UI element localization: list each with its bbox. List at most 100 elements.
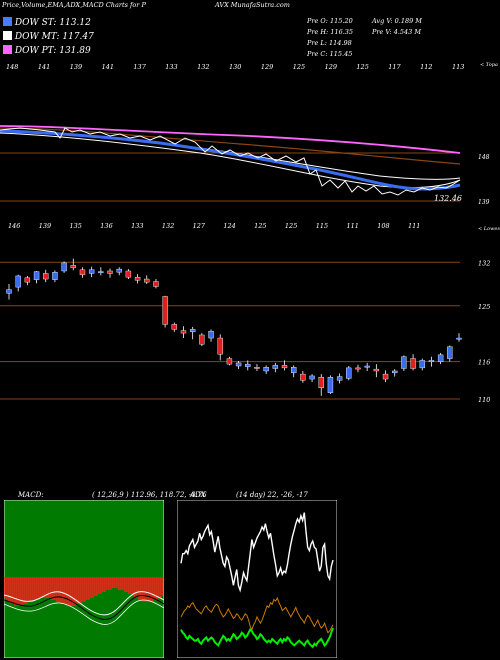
macd-hist-bar — [128, 578, 130, 594]
macd-hist-bar — [48, 578, 50, 598]
candle-body — [410, 358, 416, 369]
macd-hist-bar — [98, 578, 100, 594]
macd-hist-bar — [12, 578, 14, 604]
candle-body — [346, 367, 352, 379]
ema-price-mark: 132.46 — [434, 194, 462, 203]
ema-bottom-label: 136 — [100, 222, 112, 228]
candle-body — [134, 276, 141, 281]
candle-body — [153, 281, 159, 287]
ema-line-white-2 — [0, 132, 461, 189]
macd-hist-bar — [64, 578, 66, 604]
macd-hist-bar — [62, 578, 64, 604]
macd-hist-bar — [122, 578, 124, 590]
macd-hist-bar — [26, 578, 28, 604]
macd-hist-bar — [124, 578, 126, 592]
ema-price-line — [0, 127, 461, 196]
candle-body — [327, 376, 334, 393]
macd-hist-bar — [58, 578, 60, 602]
ema-panel: 148 141 139 141 137 133 132 130 129 125 129 125 117 1… — [0, 62, 498, 228]
macd-hist-bar — [160, 578, 162, 598]
macd-title: MACD: — [18, 491, 44, 499]
dow-mt-swatch — [3, 31, 12, 40]
macd-hist-bar — [84, 578, 86, 602]
candle-body — [70, 265, 76, 269]
dow-mt: DOW MT: 117.47 — [3, 31, 94, 42]
macd-hist-bar — [28, 578, 30, 602]
dow-pt: DOW PT: 131.89 — [3, 45, 91, 56]
adx-line — [180, 512, 334, 593]
candle-body — [125, 270, 132, 278]
macd-hist-bar — [30, 578, 32, 602]
macd-hist-bar — [18, 578, 20, 606]
candle-body — [382, 373, 389, 380]
ema-top-label: 139 — [70, 63, 82, 71]
macd-hist-bar — [154, 578, 156, 600]
ema-bottom-label: 115 — [316, 222, 328, 228]
ema-top-label: 125 — [356, 63, 368, 71]
candle-corner-label: < Lowes — [478, 226, 500, 232]
adx-minus-di-line — [180, 627, 334, 649]
ema-top-label: 133 — [165, 63, 177, 71]
candle-body — [392, 370, 398, 374]
candle-body — [456, 337, 462, 340]
macd-hist-bar — [88, 578, 90, 600]
macd-hist-bar — [80, 578, 82, 604]
macd-hist-bar — [118, 578, 120, 590]
ema-bottom-label: 132 — [162, 222, 174, 228]
candle-body — [162, 296, 168, 325]
candle-y-tick: 125 — [478, 303, 490, 311]
macd-hist-bar — [52, 578, 54, 600]
macd-hist-bar — [24, 578, 26, 604]
ema-top-label: 129 — [325, 63, 337, 71]
macd-hist-bar — [116, 578, 118, 588]
macd-hist-bar — [150, 578, 152, 602]
ema-axis-label-1: 148 — [478, 154, 490, 161]
macd-hist-bar — [60, 578, 62, 604]
ema-bottom-label: 139 — [39, 222, 51, 228]
candle-body — [336, 376, 343, 381]
macd-hist-bar — [110, 578, 112, 590]
candle-body — [52, 272, 58, 280]
macd-hist-bar — [74, 578, 76, 606]
macd-signal-line-2 — [4, 599, 164, 625]
macd-hist-bar — [44, 578, 46, 598]
candle-body — [290, 367, 297, 374]
macd-hist-bar — [94, 578, 96, 596]
adx-plus-di-line — [180, 596, 334, 634]
macd-hist-bar — [8, 578, 10, 602]
ema-line-blue — [0, 129, 461, 191]
macd-hist-bar — [38, 578, 40, 600]
adx-params: (14 day) 22, -26, -17 — [236, 491, 308, 499]
candle-body — [15, 275, 21, 288]
macd-signal-line — [4, 595, 164, 620]
ema-axis-label-2: 139 — [478, 199, 490, 206]
macd-hist-bar — [114, 578, 116, 588]
macd-hist-bar — [156, 578, 158, 600]
macd-hist-bar — [76, 578, 78, 606]
candle-y-tick: 110 — [478, 396, 490, 404]
macd-line — [4, 591, 164, 616]
macd-hist-bar — [56, 578, 58, 602]
dow-pt-swatch — [3, 45, 12, 54]
macd-hist-bar — [142, 578, 144, 602]
macd-hist-bar — [50, 578, 52, 600]
macd-hist-bar — [158, 578, 160, 598]
candle-body — [300, 373, 306, 381]
candle-body — [309, 375, 315, 380]
macd-hist-bar — [136, 578, 138, 598]
candle-body — [116, 268, 122, 273]
macd-hist-bar — [92, 578, 94, 598]
ema-bottom-label: 127 — [193, 222, 206, 228]
candle-body — [401, 356, 407, 369]
macd-bg — [4, 500, 164, 658]
macd-hist-bar — [96, 578, 98, 596]
macd-hist-bar — [70, 578, 72, 606]
macd-hist-bar — [14, 578, 16, 606]
ema-top-label: 148 — [6, 63, 18, 71]
macd-hist-bar — [4, 578, 6, 598]
ema-top-label: 117 — [388, 63, 401, 71]
macd-hist-bar — [138, 578, 140, 600]
candle-body — [245, 363, 251, 367]
ema-bottom-label: 111 — [346, 222, 358, 228]
dow-st: DOW ST: 113.12 — [3, 17, 91, 28]
